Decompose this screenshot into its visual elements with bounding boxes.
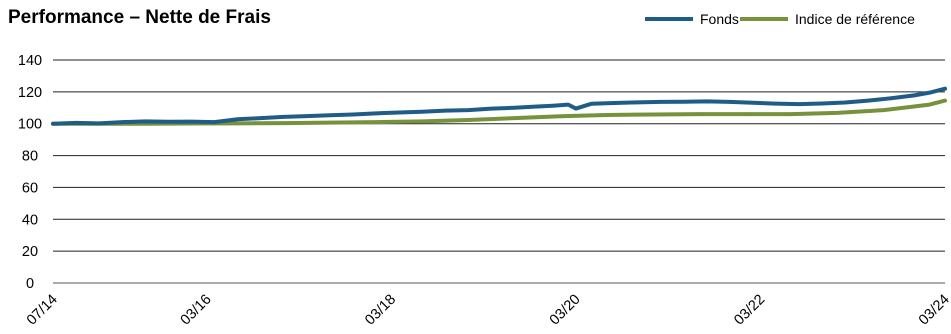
data-point: [928, 91, 932, 95]
y-tick-label: 100: [18, 117, 42, 133]
y-tick-label: 140: [18, 53, 42, 69]
data-point: [881, 108, 885, 112]
chart-title: Performance – Nette de Frais: [8, 7, 271, 28]
series-lines: [51, 86, 947, 126]
data-point: [305, 114, 309, 118]
data-point: [259, 116, 263, 120]
data-point: [466, 118, 470, 122]
y-tick-label: 80: [22, 149, 38, 165]
x-tick-label: 07/14: [24, 292, 61, 329]
data-point: [282, 121, 286, 125]
data-point: [651, 112, 655, 116]
data-point: [728, 100, 732, 104]
data-point: [443, 109, 447, 113]
data-point: [751, 101, 755, 105]
data-point: [943, 99, 947, 103]
series-line: [51, 86, 947, 126]
data-point: [420, 110, 424, 114]
data-point: [189, 120, 193, 124]
data-point: [743, 112, 747, 116]
data-point: [74, 121, 78, 125]
legend-item-indice: Indice de référence: [740, 11, 915, 27]
x-tick-label: 03/24: [916, 292, 951, 329]
data-point: [328, 121, 332, 125]
data-point: [397, 111, 401, 115]
y-tick-label: 120: [18, 85, 42, 101]
data-point: [328, 113, 332, 117]
series-fonds: [51, 86, 947, 126]
data-point: [466, 108, 470, 112]
y-tick-label: 20: [22, 244, 38, 260]
data-point: [774, 102, 778, 106]
data-point: [705, 99, 709, 103]
y-tick-label: 60: [22, 180, 38, 196]
data-point: [374, 120, 378, 124]
data-point: [551, 104, 555, 108]
data-point: [97, 121, 101, 125]
y-tick-label: 40: [22, 212, 38, 228]
data-point: [351, 112, 355, 116]
x-tick-label: 03/22: [731, 292, 768, 329]
data-point: [120, 120, 124, 124]
data-point: [843, 101, 847, 105]
gridlines: [53, 59, 945, 284]
data-point: [889, 96, 893, 100]
data-point: [512, 106, 516, 110]
data-point: [143, 119, 147, 123]
x-axis-ticks: 07/14 03/16 03/18 03/20 03/22 03/24: [24, 292, 951, 329]
legend: Fonds Indice de référence: [645, 11, 915, 27]
data-point: [612, 101, 616, 105]
data-point: [51, 122, 55, 126]
data-point: [682, 100, 686, 104]
y-axis-ticks: 0 20 40 60 80 100 120 140: [18, 53, 42, 292]
data-point: [605, 113, 609, 117]
data-point: [797, 102, 801, 106]
data-point: [512, 116, 516, 120]
x-tick-label: 03/20: [547, 292, 584, 329]
data-point: [835, 111, 839, 115]
data-point: [635, 100, 639, 104]
data-point: [658, 100, 662, 104]
data-point: [866, 99, 870, 103]
data-point: [574, 107, 578, 111]
data-point: [420, 119, 424, 123]
data-point: [489, 107, 493, 111]
x-tick-label: 03/16: [178, 292, 215, 329]
data-point: [789, 112, 793, 116]
data-point: [236, 117, 240, 121]
legend-label: Fonds: [700, 11, 739, 27]
data-point: [928, 103, 932, 107]
data-point: [566, 103, 570, 107]
data-point: [282, 115, 286, 119]
data-point: [166, 120, 170, 124]
legend-label: Indice de référence: [795, 11, 915, 27]
data-point: [820, 101, 824, 105]
data-point: [374, 111, 378, 115]
data-point: [912, 93, 916, 97]
y-tick-label: 0: [26, 276, 34, 292]
data-point: [559, 114, 563, 118]
x-tick-label: 03/18: [362, 292, 399, 329]
data-point: [236, 121, 240, 125]
data-point: [697, 112, 701, 116]
data-point: [535, 105, 539, 109]
data-point: [212, 120, 216, 124]
data-point: [589, 102, 593, 106]
legend-item-fonds: Fonds: [645, 11, 739, 27]
data-point: [943, 87, 947, 91]
